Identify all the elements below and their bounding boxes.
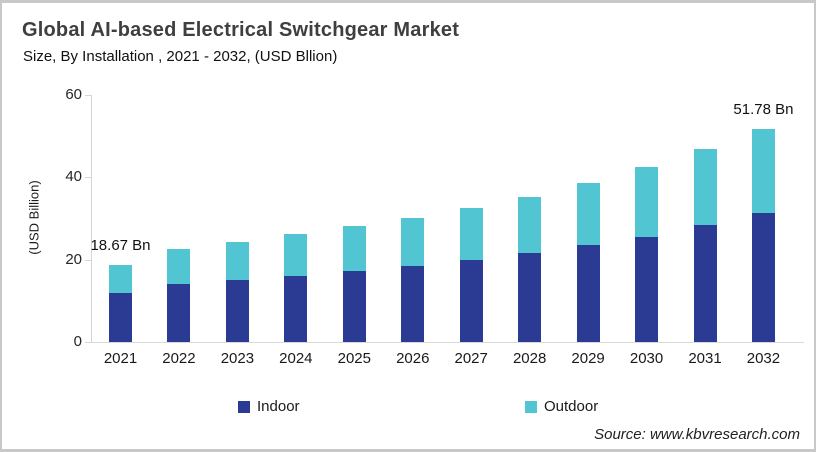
bar-segment-outdoor-2030 [635, 167, 659, 237]
legend-item-indoor: Indoor [238, 398, 300, 415]
bar-segment-outdoor-2021 [109, 265, 132, 294]
legend-label-outdoor: Outdoor [544, 398, 599, 415]
bar-segment-indoor-2026 [401, 265, 425, 342]
legend-swatch-indoor-icon [238, 400, 250, 413]
bar-2023 [225, 241, 249, 342]
x-axis-label-2027: 2027 [454, 350, 488, 367]
x-axis-label-2025: 2025 [337, 350, 371, 367]
bar-segment-outdoor-2024 [284, 234, 308, 277]
bar-segment-indoor-2031 [693, 224, 717, 342]
y-axis-tick-mark-60 [85, 95, 91, 96]
x-axis-label-2023: 2023 [220, 350, 255, 367]
legend-label-indoor: Indoor [257, 398, 300, 415]
plot-area: 0 20 40 60 2021 2022 2023 2024 2025 2026 2027 2028 2… [65, 87, 804, 367]
bar-2021 [109, 265, 132, 342]
bar-segment-indoor-2025 [342, 270, 366, 342]
x-axis-label-2021: 2021 [103, 350, 138, 367]
bar-segment-outdoor-2023 [225, 241, 249, 281]
bar-segment-outdoor-2025 [342, 226, 366, 271]
y-axis-tick-mark-40 [85, 177, 91, 179]
source-attribution: Source: www.kbvresearch.com [594, 426, 800, 443]
legend-item-outdoor: Outdoor [525, 398, 598, 415]
bar-segment-indoor-2030 [635, 236, 659, 342]
bar-2026 [401, 218, 425, 342]
y-axis-tick-label-20: 20 [65, 250, 82, 268]
y-axis-tick-label-40: 40 [65, 168, 82, 186]
bar-segment-indoor-2029 [576, 244, 600, 342]
bar-2025 [342, 226, 366, 342]
x-axis-baseline [91, 342, 804, 343]
bar-2029 [576, 182, 600, 342]
bar-segment-indoor-2028 [518, 253, 542, 342]
y-axis-line [91, 95, 92, 343]
chart-subtitle: Size, By Installation , 2021 - 2032, (US… [23, 48, 338, 65]
bar-2027 [459, 208, 483, 342]
x-axis-label-2022: 2022 [162, 350, 196, 367]
bar-2031 [693, 149, 717, 342]
bar-2024 [284, 234, 308, 342]
bar-segment-outdoor-2031 [693, 149, 717, 225]
bar-2022 [167, 249, 191, 342]
x-axis-label-2026: 2026 [396, 350, 430, 367]
x-axis-label-2028: 2028 [512, 350, 547, 367]
bar-2030 [635, 167, 659, 342]
bar-2028 [518, 196, 542, 342]
bar-segment-indoor-2027 [459, 259, 483, 342]
bar-segment-indoor-2021 [109, 293, 132, 342]
bar-segment-indoor-2022 [167, 284, 191, 342]
x-axis-label-2031: 2031 [688, 350, 722, 367]
bar-segment-outdoor-2032 [751, 128, 775, 214]
bar-segment-outdoor-2028 [518, 196, 542, 254]
y-axis-tick-mark-20 [85, 259, 91, 261]
y-axis-tick-mark-0 [85, 342, 91, 343]
value-annotation-2021: 18.67 Bn [90, 237, 151, 255]
value-annotation-2032: 51.78 Bn [733, 100, 794, 118]
bar-segment-outdoor-2029 [576, 182, 600, 245]
x-axis-label-2032: 2032 [746, 350, 781, 367]
bar-segment-outdoor-2026 [401, 218, 425, 266]
bar-segment-outdoor-2022 [167, 249, 191, 285]
bar-segment-indoor-2032 [751, 213, 775, 342]
bar-segment-indoor-2024 [284, 276, 308, 342]
bar-segment-indoor-2023 [225, 280, 249, 342]
y-axis-tick-label-60: 60 [65, 86, 82, 103]
x-axis-label-2024: 2024 [279, 350, 313, 367]
y-axis-title: (USD Billion) [26, 180, 42, 255]
y-axis-tick-label-0: 0 [73, 333, 82, 350]
x-axis-label-2029: 2029 [571, 350, 605, 367]
x-axis-label-2030: 2030 [629, 350, 664, 367]
legend-swatch-outdoor-icon [525, 400, 537, 413]
bar-2032 [751, 128, 775, 342]
bar-segment-outdoor-2027 [459, 208, 483, 260]
chart-title: Global AI-based Electrical Switchgear Ma… [22, 19, 460, 41]
